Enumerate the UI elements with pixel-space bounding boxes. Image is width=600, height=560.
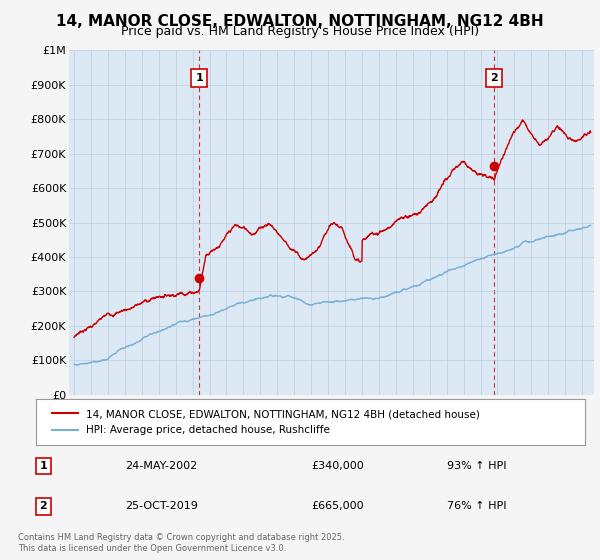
Text: 76% ↑ HPI: 76% ↑ HPI [446, 501, 506, 511]
Text: £665,000: £665,000 [311, 501, 364, 511]
Text: Contains HM Land Registry data © Crown copyright and database right 2025.
This d: Contains HM Land Registry data © Crown c… [18, 533, 344, 553]
Text: 2: 2 [490, 73, 498, 83]
Text: 24-MAY-2002: 24-MAY-2002 [125, 461, 197, 471]
Text: Price paid vs. HM Land Registry's House Price Index (HPI): Price paid vs. HM Land Registry's House … [121, 25, 479, 38]
Text: £340,000: £340,000 [311, 461, 364, 471]
Text: 1: 1 [40, 461, 47, 471]
Text: 14, MANOR CLOSE, EDWALTON, NOTTINGHAM, NG12 4BH: 14, MANOR CLOSE, EDWALTON, NOTTINGHAM, N… [56, 14, 544, 29]
Legend: 14, MANOR CLOSE, EDWALTON, NOTTINGHAM, NG12 4BH (detached house), HPI: Average p: 14, MANOR CLOSE, EDWALTON, NOTTINGHAM, N… [47, 404, 485, 441]
Text: 93% ↑ HPI: 93% ↑ HPI [446, 461, 506, 471]
Text: 2: 2 [40, 501, 47, 511]
Text: 25-OCT-2019: 25-OCT-2019 [125, 501, 198, 511]
Text: 1: 1 [196, 73, 203, 83]
